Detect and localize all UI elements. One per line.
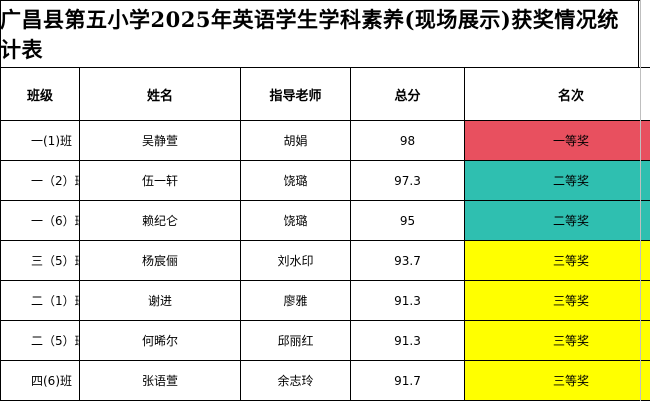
cell-rank[interactable]: 三等奖 [464, 320, 650, 361]
cell-score[interactable]: 97.3 [350, 160, 465, 201]
cell-class[interactable]: 四(6)班 [0, 360, 80, 401]
cell-rank[interactable]: 三等奖 [464, 240, 650, 281]
cell-name[interactable]: 何晞尔 [79, 320, 241, 361]
cell-rank[interactable]: 二等奖 [464, 160, 650, 201]
cell-score[interactable]: 91.3 [350, 280, 465, 321]
cell-class[interactable]: 二（1）班 [0, 280, 80, 321]
cell-class[interactable]: 一（6）班 [0, 200, 80, 241]
table-row: 四(6)班 张语萱 余志玲 91.7 三等奖 [0, 360, 650, 401]
column-edge-line [640, 0, 641, 401]
cell-name[interactable]: 杨宸俪 [79, 240, 241, 281]
title-border-right [638, 0, 639, 67]
cell-name[interactable]: 伍一轩 [79, 160, 241, 201]
cell-name[interactable]: 吴静萱 [79, 120, 241, 161]
cell-score[interactable]: 91.3 [350, 320, 465, 361]
cell-rank[interactable]: 三等奖 [464, 360, 650, 401]
table-row: 一(1)班 吴静萱 胡娟 98 一等奖 [0, 120, 650, 161]
cell-teacher[interactable]: 余志玲 [240, 360, 351, 401]
table-row: 一（6）班赖纪仑饶璐95二等奖 [0, 200, 650, 241]
cell-class[interactable]: 二（5）班 [0, 320, 80, 361]
cell-score[interactable]: 95 [350, 200, 465, 241]
header-score[interactable]: 总分 [350, 67, 465, 121]
cell-class[interactable]: 三（5）班 [0, 240, 80, 281]
cell-teacher[interactable]: 饶璐 [240, 200, 351, 241]
header-class[interactable]: 班级 [0, 67, 80, 121]
cell-teacher[interactable]: 廖雅 [240, 280, 351, 321]
header-teacher[interactable]: 指导老师 [240, 67, 351, 121]
cell-teacher[interactable]: 胡娟 [240, 120, 351, 161]
header-name[interactable]: 姓名 [79, 67, 241, 121]
cell-teacher[interactable]: 邱丽红 [240, 320, 351, 361]
cell-rank[interactable]: 一等奖 [464, 120, 650, 161]
cell-teacher[interactable]: 饶璐 [240, 160, 351, 201]
cell-name[interactable]: 张语萱 [79, 360, 241, 401]
cell-class[interactable]: 一(1)班 [0, 120, 80, 161]
cell-rank[interactable]: 二等奖 [464, 200, 650, 241]
cell-name[interactable]: 赖纪仑 [79, 200, 241, 241]
header-row: 班级 姓名 指导老师 总分 名次 [0, 67, 650, 121]
cell-teacher[interactable]: 刘水印 [240, 240, 351, 281]
award-table: 班级 姓名 指导老师 总分 名次 一(1)班吴静萱胡娟98一等奖一（2）班伍一轩… [0, 67, 650, 401]
cell-rank[interactable]: 三等奖 [464, 280, 650, 321]
table-body: 一(1)班吴静萱胡娟98一等奖一（2）班伍一轩饶璐97.3二等奖一（6）班赖纪仑… [0, 120, 650, 401]
sheet-title[interactable]: 广昌县第五小学2025年英语学生学科素养(现场展示)获奖情况统计表 [0, 6, 619, 62]
title-border-left [0, 0, 1, 67]
cell-name[interactable]: 谢进 [79, 280, 241, 321]
cell-score[interactable]: 93.7 [350, 240, 465, 281]
title-border-top [0, 0, 640, 1]
cell-class[interactable]: 一（2）班 [0, 160, 80, 201]
cell-score[interactable]: 98 [350, 120, 465, 161]
header-rank[interactable]: 名次 [464, 67, 650, 121]
cell-score[interactable]: 91.7 [350, 360, 465, 401]
